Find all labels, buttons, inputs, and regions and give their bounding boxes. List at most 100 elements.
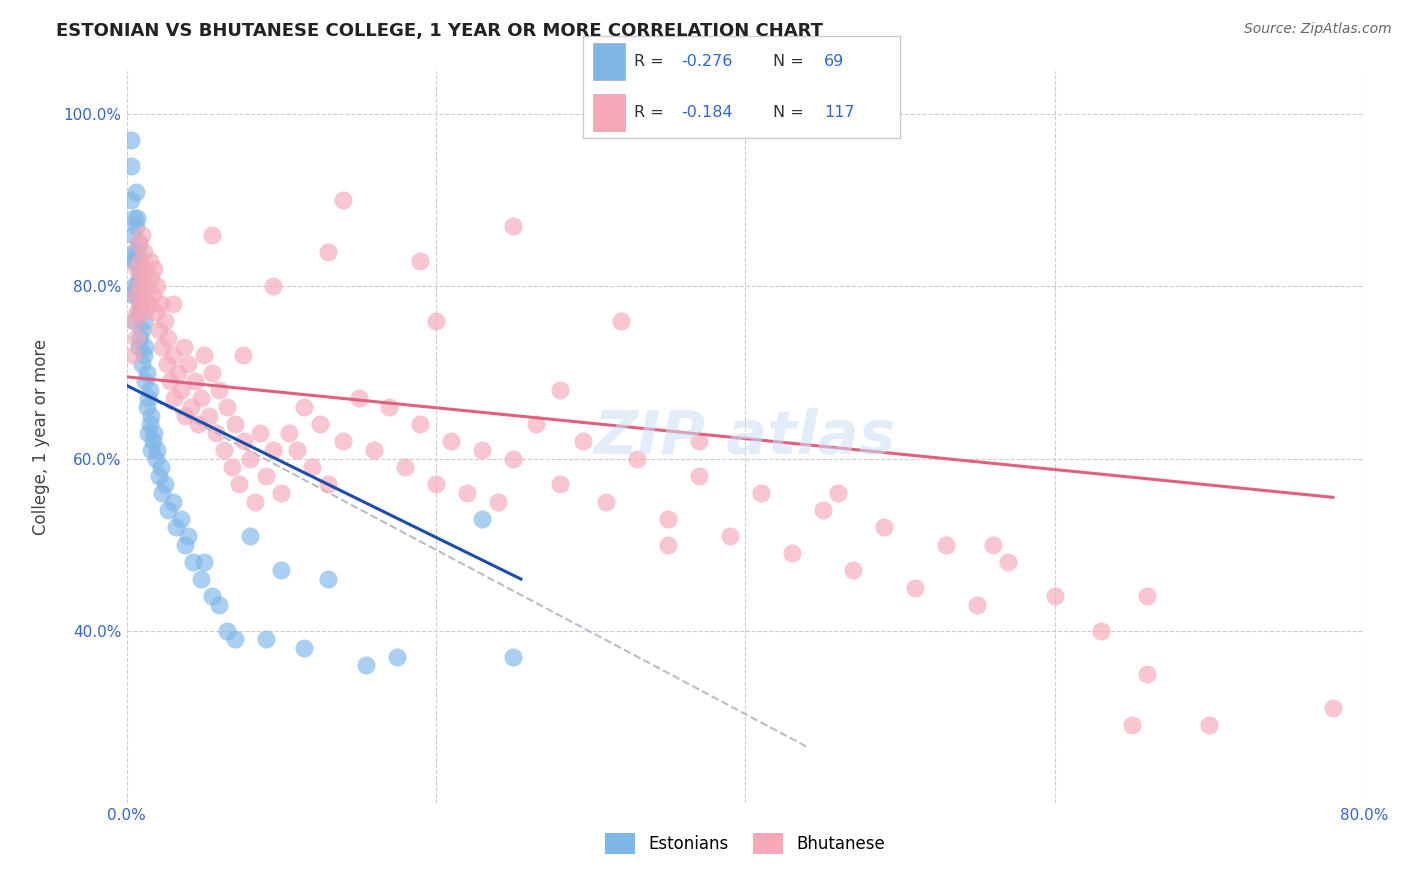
Point (120, 133, 142, 147)
Point (197, 409, 219, 423)
Text: R =: R = (634, 105, 669, 120)
Point (363, 442, 385, 457)
Point (125, 331, 148, 345)
Point (981, 538, 1004, 552)
Text: -0.276: -0.276 (682, 54, 733, 69)
Point (190, 392, 212, 406)
Point (128, 236, 150, 251)
Point (254, 468, 277, 483)
Point (180, 400, 202, 414)
Point (131, 322, 153, 336)
Point (270, 486, 292, 500)
Point (190, 572, 212, 586)
Point (124, 279, 146, 293)
Point (201, 589, 224, 603)
Point (228, 477, 250, 491)
Point (148, 322, 170, 336)
Point (132, 288, 155, 302)
Point (425, 477, 447, 491)
Point (145, 451, 167, 466)
Point (425, 314, 447, 328)
Point (136, 425, 159, 440)
Point (135, 400, 157, 414)
Point (1198, 718, 1220, 732)
Point (129, 296, 152, 310)
Point (595, 494, 617, 508)
Point (132, 245, 155, 260)
Point (166, 366, 188, 380)
Point (136, 392, 159, 406)
Point (125, 185, 148, 199)
Point (141, 409, 163, 423)
Point (409, 417, 432, 432)
Point (262, 442, 284, 457)
Point (134, 262, 156, 277)
Point (157, 331, 180, 345)
Point (136, 296, 159, 310)
Point (233, 434, 256, 449)
Point (143, 262, 166, 277)
Point (262, 279, 284, 293)
Point (811, 503, 834, 517)
Point (173, 340, 195, 354)
Point (131, 357, 153, 371)
Point (120, 159, 142, 173)
Point (301, 460, 323, 475)
Point (157, 503, 180, 517)
Point (163, 392, 186, 406)
Text: 69: 69 (824, 54, 844, 69)
Point (146, 279, 169, 293)
Point (187, 417, 209, 432)
Point (162, 494, 184, 508)
Point (270, 564, 292, 578)
Point (156, 357, 179, 371)
Point (135, 366, 157, 380)
Point (1043, 589, 1066, 603)
Point (610, 314, 633, 328)
Point (141, 271, 163, 285)
Point (548, 383, 571, 397)
Point (486, 494, 509, 508)
Text: ZIP atlas: ZIP atlas (595, 408, 896, 467)
Point (132, 314, 155, 328)
Point (134, 340, 156, 354)
Point (127, 262, 149, 277)
Point (749, 486, 772, 500)
Point (121, 288, 143, 302)
Point (966, 598, 988, 612)
Point (471, 442, 494, 457)
Point (138, 417, 160, 432)
Point (125, 288, 148, 302)
Point (1121, 718, 1143, 732)
Point (150, 486, 173, 500)
Point (132, 348, 155, 362)
Point (134, 374, 156, 388)
Point (121, 227, 143, 242)
Point (224, 417, 246, 432)
Point (935, 538, 957, 552)
Point (177, 529, 200, 543)
Point (1136, 666, 1159, 681)
Point (128, 340, 150, 354)
Point (128, 271, 150, 285)
Point (201, 227, 224, 242)
Point (174, 409, 197, 423)
Point (131, 271, 153, 285)
Point (347, 392, 370, 406)
Point (208, 598, 231, 612)
Point (129, 296, 152, 310)
Point (153, 314, 177, 328)
Point (128, 236, 150, 251)
Point (181, 555, 204, 569)
Point (138, 383, 160, 397)
Point (292, 400, 315, 414)
Point (128, 279, 150, 293)
Point (162, 296, 184, 310)
Point (148, 468, 170, 483)
Y-axis label: College, 1 year or more: College, 1 year or more (32, 339, 49, 535)
Point (231, 348, 253, 362)
Point (394, 460, 416, 475)
Point (471, 512, 494, 526)
Point (131, 288, 153, 302)
Point (548, 477, 571, 491)
